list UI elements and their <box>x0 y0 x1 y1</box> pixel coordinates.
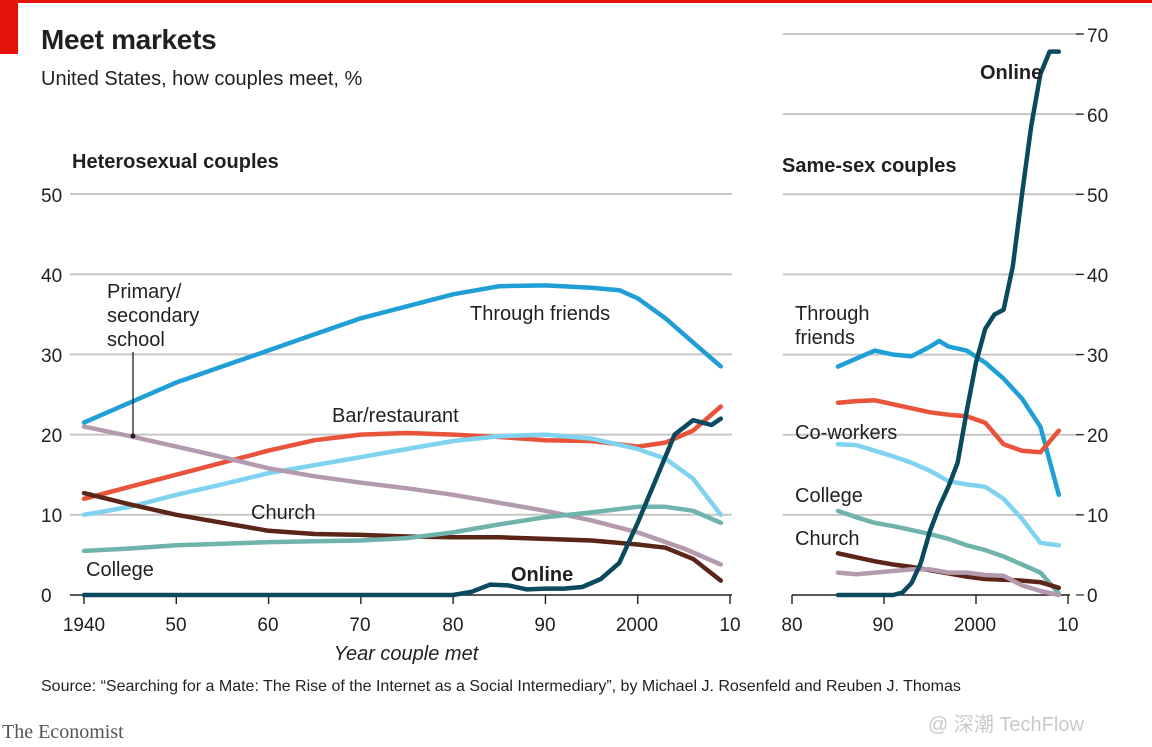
label-ss-college: College <box>795 485 863 507</box>
series-line-ss_online <box>835 49 1062 598</box>
right-x-tick-label: 10 <box>1057 615 1078 636</box>
left-x-tick-label: 1940 <box>63 615 105 636</box>
series-line-school <box>81 424 724 567</box>
left-y-tick-label: 50 <box>41 186 62 207</box>
brand-red-tag <box>0 0 18 54</box>
right-x-tick-label: 2000 <box>954 615 996 636</box>
series-line-college_light <box>81 432 724 518</box>
label-school-line2: secondary <box>107 305 199 327</box>
right-y-tick-label: 30 <box>1087 346 1108 367</box>
header-rule <box>0 0 1152 3</box>
right-y-tick-labels: 0 10 20 30 40 50 60 70 <box>1087 26 1108 607</box>
label-through-friends: Through friends <box>470 303 610 325</box>
left-x-tick-labels: 1940 50 60 70 80 90 2000 10 <box>63 615 741 636</box>
series-lines <box>81 49 1062 598</box>
series-line-ss_college <box>835 508 1062 596</box>
right-y-tick-label: 50 <box>1087 186 1108 207</box>
left-y-tick-labels: 0 10 20 30 40 50 <box>41 186 62 607</box>
series-line-bar <box>81 404 724 502</box>
gridlines <box>70 33 1084 604</box>
right-panel-title: Same-sex couples <box>782 155 957 177</box>
right-y-tick-label: 70 <box>1087 26 1108 47</box>
chart-title: Meet markets <box>41 24 217 55</box>
right-x-tick-label: 90 <box>872 615 893 636</box>
left-y-tick-label: 20 <box>41 426 62 447</box>
left-x-tick-label: 10 <box>719 615 740 636</box>
series-line-ss_coworkers <box>835 398 1062 455</box>
left-x-tick-label: 70 <box>349 615 370 636</box>
left-y-tick-label: 30 <box>41 346 62 367</box>
right-y-tick-label: 60 <box>1087 106 1108 127</box>
label-ss-through-line2: friends <box>795 327 855 349</box>
series-line-ss_friends <box>835 338 1062 498</box>
source-note: Source: “Searching for a Mate: The Rise … <box>41 678 961 695</box>
label-ss-through-line1: Through <box>795 303 870 325</box>
label-school-line3: school <box>107 329 165 351</box>
series-line-friends <box>81 283 724 425</box>
x-axis-label: Year couple met <box>334 643 480 665</box>
right-x-tick-label: 80 <box>781 615 802 636</box>
chart-subtitle: United States, how couples meet, % <box>41 68 363 90</box>
label-church: Church <box>251 502 315 524</box>
left-x-tick-label: 90 <box>534 615 555 636</box>
left-y-tick-label: 0 <box>41 586 52 607</box>
left-y-tick-label: 10 <box>41 506 62 527</box>
left-x-tick-label: 60 <box>257 615 278 636</box>
series-line-online <box>81 416 724 598</box>
left-x-tick-label: 2000 <box>616 615 658 636</box>
right-y-tick-label: 0 <box>1087 586 1098 607</box>
left-panel-title: Heterosexual couples <box>72 151 279 173</box>
series-line-ss_school <box>835 567 1062 598</box>
label-school-line1: Primary/ <box>107 281 182 303</box>
label-bar-restaurant: Bar/restaurant <box>332 405 459 427</box>
label-college: College <box>86 559 154 581</box>
label-online: Online <box>511 564 573 586</box>
right-x-tick-labels: 80 90 2000 10 <box>781 615 1078 636</box>
watermark: @ 深潮 TechFlow <box>928 714 1084 736</box>
economist-logo: The Economist <box>2 721 124 743</box>
label-ss-church: Church <box>795 528 859 550</box>
right-y-tick-label: 40 <box>1087 266 1108 287</box>
series-line-college <box>81 504 724 554</box>
right-y-tick-label: 20 <box>1087 426 1108 447</box>
series-line-ss_college_light <box>835 442 1062 548</box>
label-ss-coworkers: Co-workers <box>795 422 897 444</box>
label-ss-online: Online <box>980 62 1042 84</box>
left-y-tick-label: 40 <box>41 266 62 287</box>
left-x-tick-label: 80 <box>442 615 463 636</box>
left-x-tick-label: 50 <box>165 615 186 636</box>
right-y-tick-label: 10 <box>1087 506 1108 527</box>
